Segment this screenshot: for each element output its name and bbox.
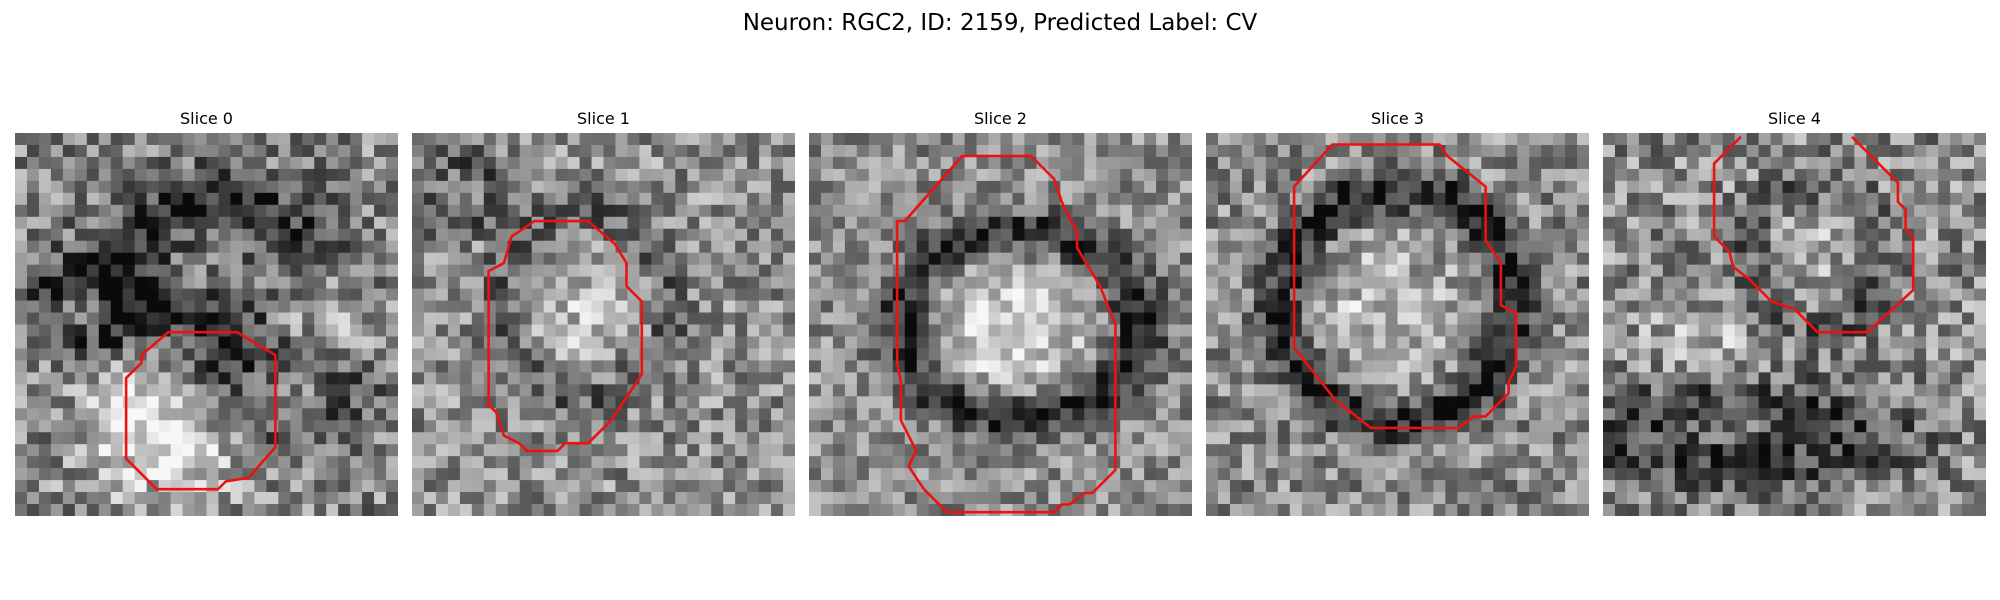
slice-3-contour: [1292, 143, 1518, 430]
slice-2-image: [809, 133, 1192, 516]
figure-title: Neuron: RGC2, ID: 2159, Predicted Label:…: [742, 10, 1258, 36]
slice-0-panel: Slice 0: [15, 109, 398, 516]
slice-0-contour: [124, 330, 277, 491]
slice-0-title: Slice 0: [180, 109, 233, 128]
slice-3-title: Slice 3: [1371, 109, 1424, 128]
slice-4-title: Slice 4: [1768, 109, 1821, 128]
slice-2-contour: [895, 154, 1117, 514]
slice-4-contour: [1712, 135, 1915, 334]
slice-3-panel: Slice 3: [1206, 109, 1589, 516]
slice-3-image: [1206, 133, 1589, 516]
slice-1-panel: Slice 1: [412, 109, 795, 516]
slice-2-title: Slice 2: [974, 109, 1027, 128]
slice-0-image: [15, 133, 398, 516]
slice-1-title: Slice 1: [577, 109, 630, 128]
slice-1-image: [412, 133, 795, 516]
slice-1-contour: [487, 219, 644, 453]
slice-4-panel: Slice 4: [1603, 109, 1986, 516]
slice-2-panel: Slice 2: [809, 109, 1192, 516]
slice-4-image: [1603, 133, 1986, 516]
